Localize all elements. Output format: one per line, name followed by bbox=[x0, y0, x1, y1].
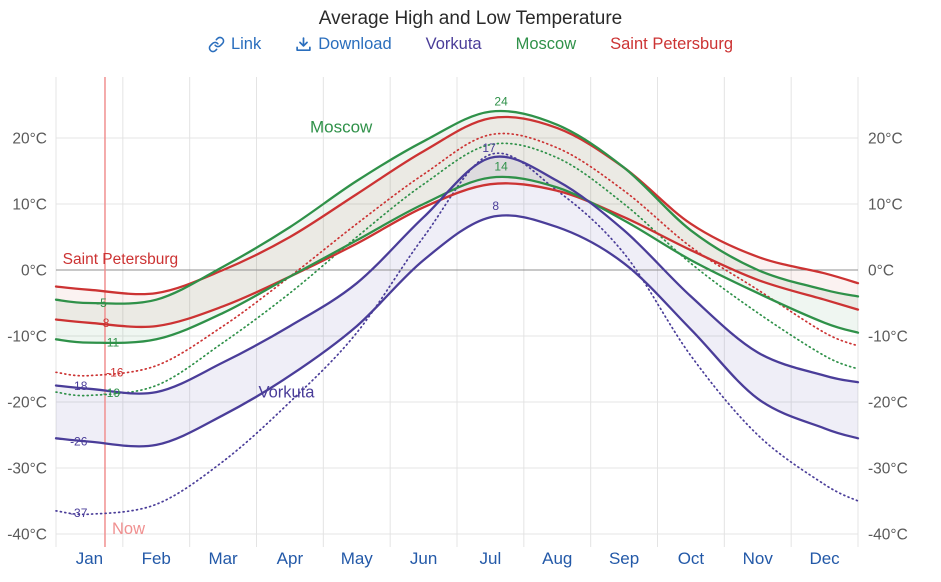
svg-text:10°C: 10°C bbox=[868, 197, 903, 214]
city-toggle-moscow[interactable]: Moscow bbox=[515, 35, 577, 53]
svg-text:Oct: Oct bbox=[678, 549, 705, 568]
svg-text:-20°C: -20°C bbox=[868, 395, 908, 412]
svg-text:20°C: 20°C bbox=[868, 131, 903, 148]
chart-header: Average High and Low Temperature Link Do… bbox=[0, 8, 941, 72]
link-icon bbox=[208, 36, 225, 53]
svg-text:Aug: Aug bbox=[542, 549, 572, 568]
svg-text:-5: -5 bbox=[96, 296, 107, 310]
svg-text:Nov: Nov bbox=[743, 549, 774, 568]
svg-text:-18: -18 bbox=[70, 379, 88, 393]
svg-text:-30°C: -30°C bbox=[868, 461, 908, 478]
download-label: Download bbox=[318, 35, 392, 53]
svg-text:20°C: 20°C bbox=[12, 131, 47, 148]
city-toggle-vorkuta[interactable]: Vorkuta bbox=[425, 35, 482, 53]
svg-text:Apr: Apr bbox=[277, 549, 304, 568]
svg-text:Jul: Jul bbox=[480, 549, 502, 568]
svg-text:-11: -11 bbox=[103, 336, 120, 350]
svg-text:14: 14 bbox=[494, 160, 508, 174]
svg-text:0°C: 0°C bbox=[21, 263, 47, 280]
svg-text:Jun: Jun bbox=[410, 549, 437, 568]
svg-text:0°C: 0°C bbox=[868, 263, 894, 280]
svg-text:Sep: Sep bbox=[609, 549, 639, 568]
toolbar: Link Download Vorkuta Moscow Saint Peter… bbox=[0, 35, 941, 54]
link-label: Link bbox=[230, 35, 262, 53]
svg-text:Vorkuta: Vorkuta bbox=[259, 383, 316, 401]
svg-text:24: 24 bbox=[494, 95, 508, 109]
svg-text:-16: -16 bbox=[106, 365, 124, 379]
svg-text:-40°C: -40°C bbox=[7, 527, 47, 544]
svg-text:10°C: 10°C bbox=[12, 197, 47, 214]
svg-text:-19: -19 bbox=[103, 386, 121, 400]
svg-text:Saint Petersburg: Saint Petersburg bbox=[63, 251, 178, 268]
svg-text:-8: -8 bbox=[99, 316, 110, 330]
svg-text:Feb: Feb bbox=[142, 549, 171, 568]
city-toggle-saint-petersburg[interactable]: Saint Petersburg bbox=[610, 35, 734, 53]
svg-text:-20°C: -20°C bbox=[7, 395, 47, 412]
svg-text:Mar: Mar bbox=[208, 549, 238, 568]
weather-compare-page: Average High and Low Temperature Link Do… bbox=[0, 8, 941, 582]
svg-text:Jan: Jan bbox=[76, 549, 103, 568]
svg-text:-40°C: -40°C bbox=[868, 527, 908, 544]
svg-text:-10°C: -10°C bbox=[868, 329, 908, 346]
svg-text:8: 8 bbox=[492, 199, 499, 213]
temperature-chart[interactable]: Now 24 17 14 8 -5 -8 -11 -16 -19 -18 -26 -37 Moscow Sa… bbox=[0, 72, 941, 582]
svg-text:17: 17 bbox=[482, 141, 496, 155]
svg-text:-10°C: -10°C bbox=[7, 329, 47, 346]
svg-text:May: May bbox=[341, 549, 374, 568]
download-button[interactable]: Download bbox=[295, 35, 392, 54]
link-button[interactable]: Link bbox=[208, 35, 261, 54]
svg-text:Dec: Dec bbox=[809, 549, 840, 568]
svg-text:Now: Now bbox=[112, 520, 145, 538]
svg-text:-26: -26 bbox=[70, 435, 88, 449]
svg-text:-30°C: -30°C bbox=[7, 461, 47, 478]
svg-text:-37: -37 bbox=[70, 506, 88, 520]
download-icon bbox=[295, 36, 312, 53]
svg-text:Moscow: Moscow bbox=[310, 118, 373, 137]
page-title: Average High and Low Temperature bbox=[318, 8, 623, 29]
